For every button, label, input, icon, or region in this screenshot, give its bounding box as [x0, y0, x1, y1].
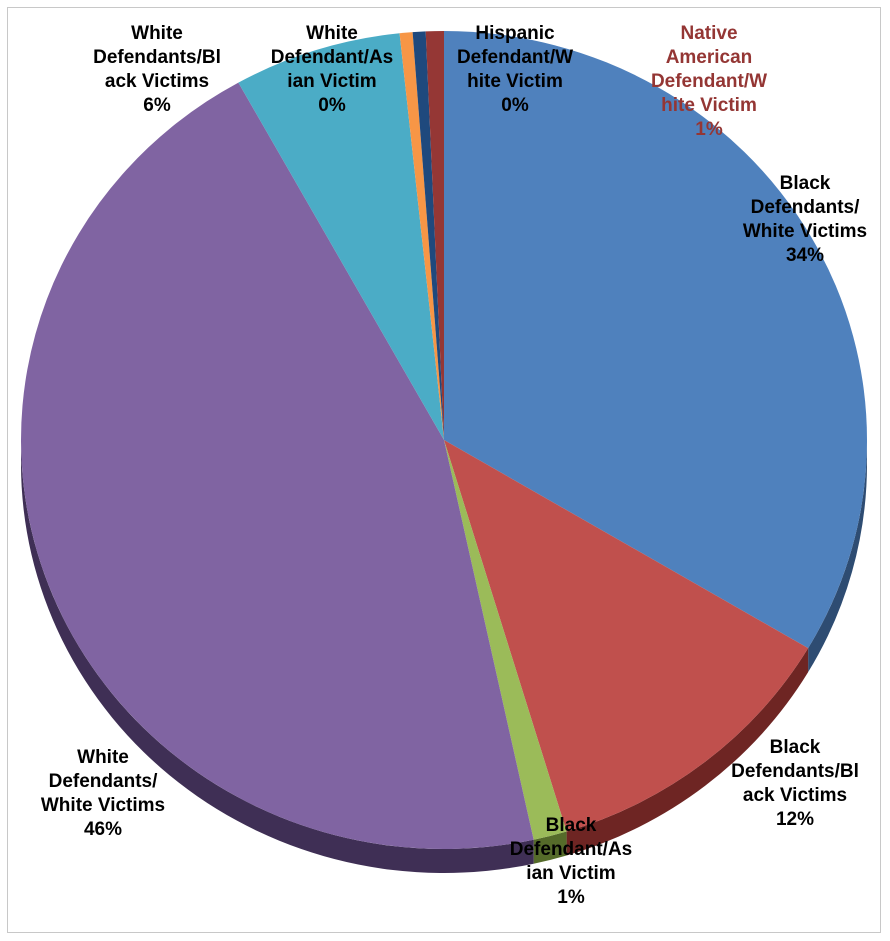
label-percent: 34% — [785, 245, 825, 266]
label-line: Black — [769, 737, 821, 758]
label-line: Defendants/Bl — [93, 47, 221, 68]
pie-slices — [21, 31, 867, 849]
pie-slice-white-defendant-as-ian-victim — [399, 32, 444, 441]
pie-side-black-defendants-bl-ack-victims — [566, 648, 809, 856]
label-line: White — [306, 23, 358, 44]
label-percent: 6% — [143, 95, 171, 116]
slice-label-white-defendants-black-victims: White Defendants/Bl ack Victims 6% — [82, 22, 232, 118]
label-line: Native — [680, 23, 738, 44]
pie-slice-black-defendant-as-ian-victim — [444, 440, 567, 840]
pie-side-black-defendant-as-ian-victim — [533, 831, 567, 864]
pie-slice-hispanic-defendant-w-hite-victim — [412, 31, 444, 440]
label-line: Defendants/ — [750, 197, 860, 218]
slice-label-native-american-defendant-white-victim: Native American Defendant/W hite Victim … — [634, 22, 784, 142]
label-line: White — [77, 747, 129, 768]
pie-slice-black-defendants-white-victims — [444, 31, 867, 649]
label-line: Defendant/W — [650, 71, 768, 92]
label-line: White Victims — [40, 795, 166, 816]
label-percent: 0% — [501, 95, 529, 116]
label-line: ian Victim — [526, 863, 616, 884]
pie-side-black-defendants-white-victims — [808, 440, 867, 673]
label-line: ack Victims — [104, 71, 210, 92]
label-line: Black — [545, 815, 597, 836]
chart-frame: Black Defendants/ White Victims 34% Blac… — [7, 7, 881, 933]
label-line: White — [131, 23, 183, 44]
label-line: American — [665, 47, 753, 68]
label-line: hite Victim — [467, 71, 563, 92]
pie-slice-black-defendants-bl-ack-victims — [444, 440, 809, 832]
label-line: Defendant/W — [456, 47, 574, 68]
label-percent: 46% — [83, 819, 123, 840]
slice-label-white-defendant-asian-victim: White Defendant/As ian Victim 0% — [257, 22, 407, 118]
label-line: ack Victims — [742, 785, 848, 806]
label-line: Defendant/As — [270, 47, 394, 68]
label-line: Defendants/Bl — [731, 761, 859, 782]
slice-label-black-defendants-white-victims: Black Defendants/ White Victims 34% — [730, 172, 880, 268]
label-percent: 1% — [557, 887, 585, 908]
pie-chart — [21, 31, 867, 873]
pie-slice-native-american-defendant-w-hite-victim — [425, 31, 444, 440]
label-percent: 0% — [318, 95, 346, 116]
pie-depth — [21, 440, 867, 873]
label-line: ian Victim — [287, 71, 377, 92]
label-line: White Victims — [742, 221, 868, 242]
label-line: hite Victim — [661, 95, 757, 116]
pie-slice-white-defendants-white-victims — [21, 82, 534, 849]
slice-label-black-defendants-black-victims: Black Defendants/Bl ack Victims 12% — [720, 736, 870, 832]
label-line: Black — [779, 173, 831, 194]
label-line: Defendants/ — [48, 771, 158, 792]
slice-label-hispanic-defendant-white-victim: Hispanic Defendant/W hite Victim 0% — [440, 22, 590, 118]
label-line: Defendant/As — [509, 839, 633, 860]
label-percent: 12% — [775, 809, 815, 830]
slice-label-black-defendant-asian-victim: Black Defendant/As ian Victim 1% — [496, 814, 646, 910]
label-line: Hispanic — [475, 23, 555, 44]
label-percent: 1% — [695, 119, 723, 140]
slice-label-white-defendants-white-victims: White Defendants/ White Victims 46% — [28, 746, 178, 842]
pie-slice-white-defendants-bl-ack-victims — [238, 33, 444, 440]
